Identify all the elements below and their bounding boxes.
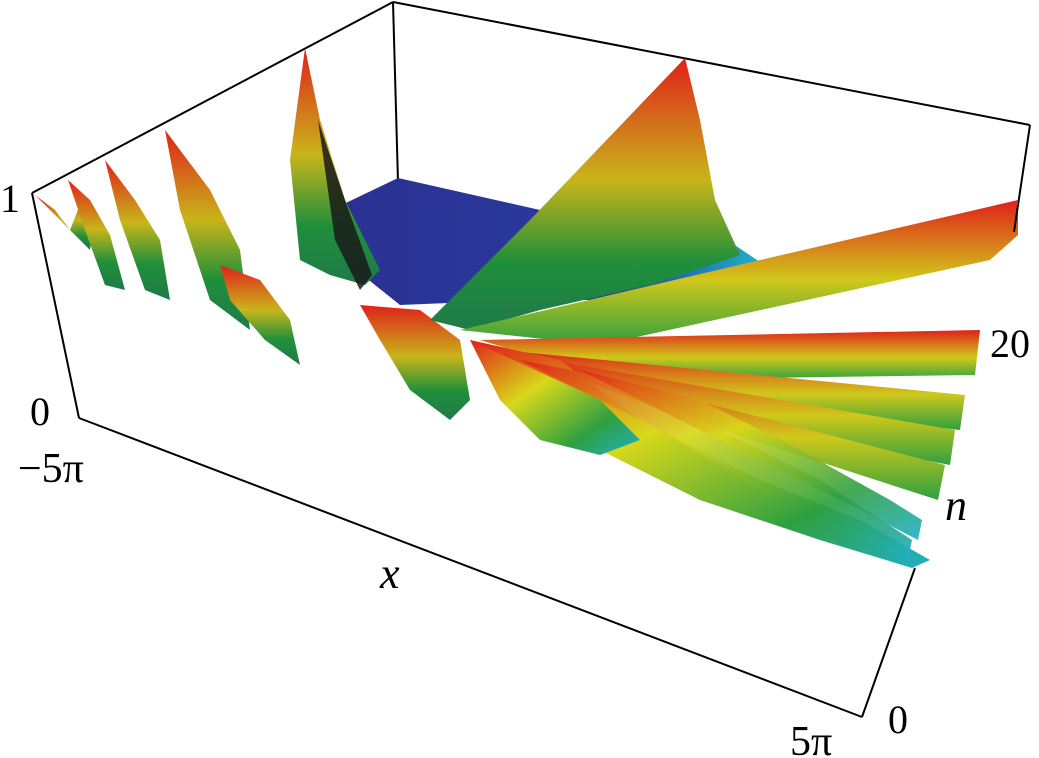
x-tick-max: 5π xyxy=(790,719,832,758)
central-peak xyxy=(290,48,380,285)
box-front-edges xyxy=(31,192,1019,718)
z-tick-max: 1 xyxy=(0,176,20,221)
n-tick-max: 20 xyxy=(990,321,1030,366)
z-tick-min: 0 xyxy=(30,389,50,434)
left-spikes xyxy=(35,130,300,365)
right-ridge xyxy=(430,58,740,330)
box-back-edges xyxy=(31,1,1031,206)
central-peak-shadow xyxy=(318,120,372,290)
x-axis-label: x xyxy=(379,549,400,598)
n-tick-min: 0 xyxy=(888,697,908,742)
n-axis-label: n xyxy=(945,481,967,530)
bottom-ribbons xyxy=(470,340,930,568)
x-tick-min: −5π xyxy=(18,446,84,492)
middle-lobe xyxy=(360,305,470,420)
